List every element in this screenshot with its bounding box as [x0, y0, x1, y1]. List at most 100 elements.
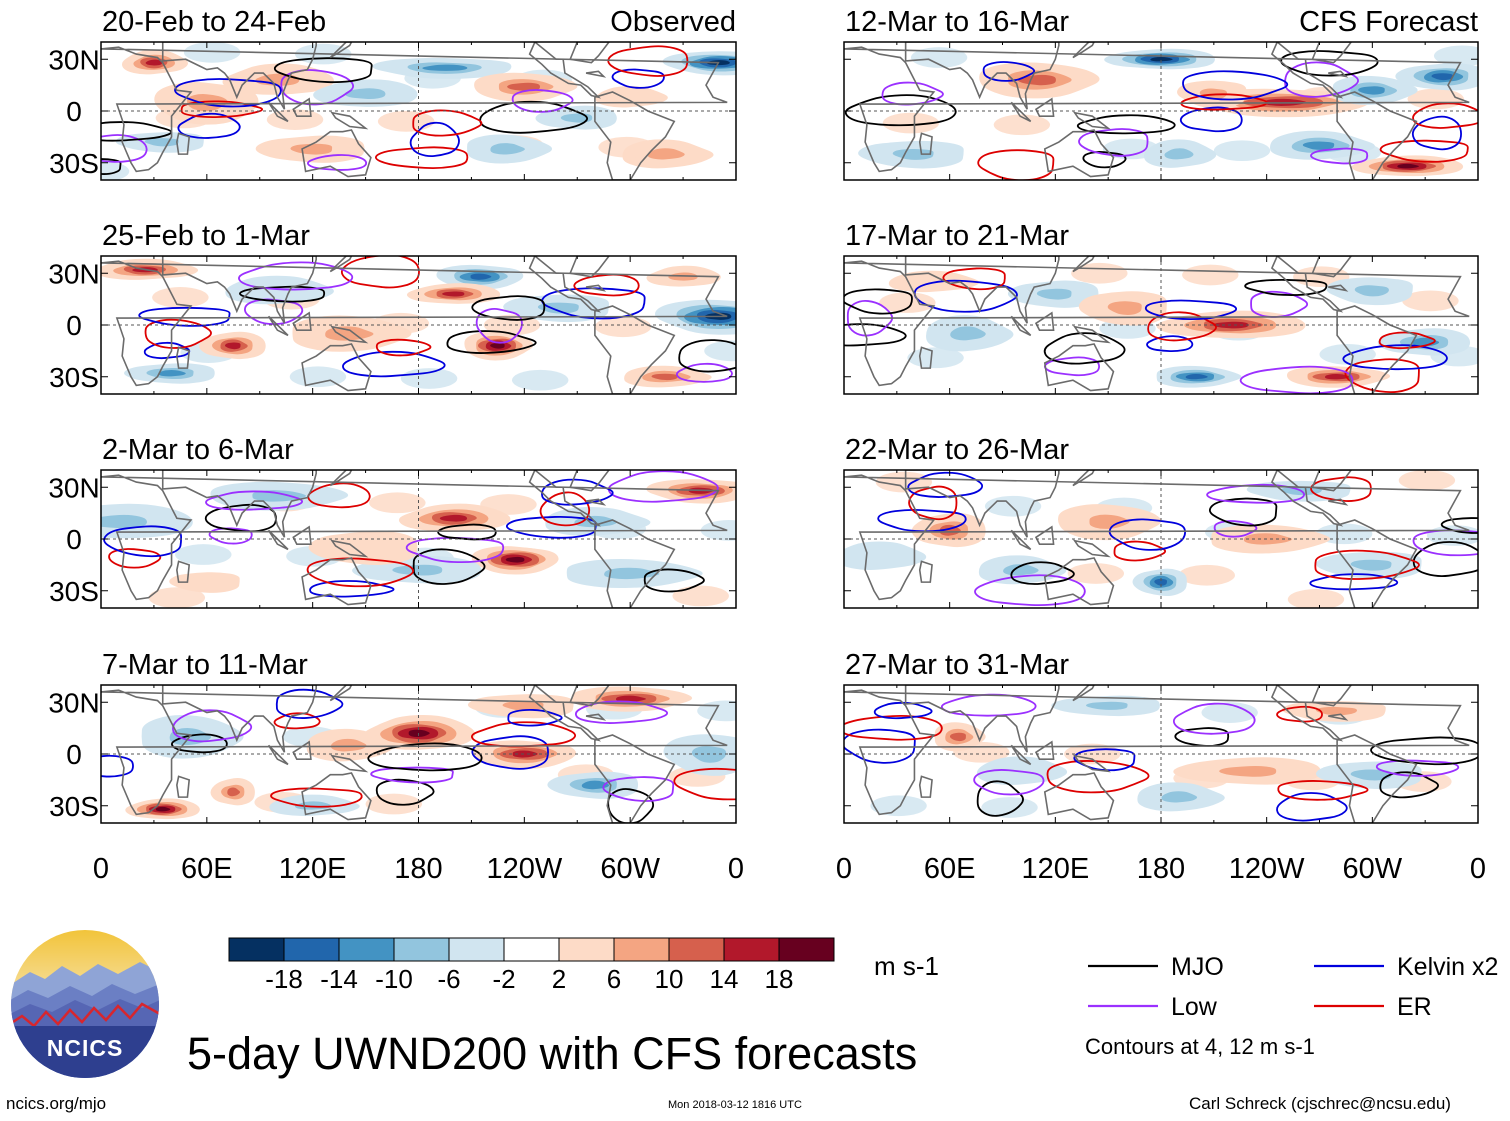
- coastline: [528, 685, 602, 742]
- coastline: [1010, 315, 1032, 337]
- wave-contour: [101, 134, 148, 163]
- anomaly-blob: [502, 701, 544, 711]
- wave-contour: [275, 688, 344, 719]
- wave-contour: [844, 288, 913, 315]
- wave-contour: [144, 318, 212, 349]
- wave-contour: [1310, 476, 1372, 502]
- anomaly-blob: [1201, 702, 1258, 723]
- anomaly-blob: [490, 143, 525, 155]
- anomaly-blob: [906, 276, 955, 289]
- wave-contour: [208, 527, 253, 545]
- coastline: [904, 42, 1060, 110]
- panel-source-label: Observed: [610, 6, 736, 38]
- legend-note: Contours at 4, 12 m s-1: [1085, 1034, 1315, 1059]
- coastline: [844, 46, 1470, 173]
- wave-contour: [1180, 93, 1268, 111]
- coastline: [330, 111, 369, 130]
- wave-contour: [574, 700, 668, 724]
- coastline: [1328, 284, 1349, 292]
- y-tick-label: 30N: [48, 258, 99, 289]
- wave-contour: [204, 503, 277, 533]
- colorbar-swatch: [338, 937, 395, 962]
- legend-label: Kelvin x2: [1397, 953, 1498, 981]
- anomaly-blob: [1354, 285, 1389, 297]
- wave-contour: [607, 45, 689, 77]
- coastline: [330, 754, 369, 773]
- coastline: [844, 260, 1470, 387]
- anomaly-blob: [1402, 290, 1459, 312]
- coastline: [1072, 685, 1095, 702]
- anomaly-blob: [392, 564, 443, 576]
- panel-date-label: 17-Mar to 21-Mar: [845, 220, 1069, 252]
- wave-contour: [678, 339, 736, 373]
- coastline: [585, 713, 607, 721]
- colorbar: -18 -14 -10 -6 -2 2 6 10 14 18 m s-1: [228, 937, 939, 994]
- colorbar-swatch: [558, 937, 615, 962]
- coastline: [1043, 772, 1115, 821]
- coastline: [585, 284, 607, 292]
- wave-contour: [873, 701, 933, 720]
- coastline: [1328, 498, 1349, 506]
- coastline: [1311, 470, 1353, 492]
- colorbar-swatch: [228, 937, 285, 962]
- colorbar-tick-label: -14: [320, 964, 358, 994]
- x-tick-label: 120W: [1229, 853, 1305, 885]
- colorbar-swatch: [668, 937, 725, 962]
- anomaly-blob: [187, 94, 228, 112]
- coastline: [1336, 519, 1418, 608]
- anomaly-blob: [1161, 791, 1198, 803]
- anomaly-blob: [1302, 141, 1335, 150]
- coastline: [1010, 529, 1032, 551]
- anomaly-blob: [1243, 533, 1293, 545]
- anomaly-blob: [1067, 563, 1125, 584]
- wave-contour: [1244, 278, 1328, 296]
- coastline: [1072, 42, 1095, 59]
- wave-contour: [1284, 61, 1359, 98]
- wave-contour: [507, 708, 563, 727]
- anomaly-blob: [408, 729, 430, 738]
- wave-contour: [1076, 114, 1176, 135]
- wave-contour: [1239, 365, 1354, 394]
- wave-contour: [340, 256, 420, 289]
- anomaly-blob: [581, 780, 610, 790]
- anomaly-blob: [152, 287, 209, 308]
- coastline: [844, 474, 1470, 601]
- coastline: [594, 734, 676, 823]
- coastline: [569, 42, 611, 64]
- anomaly-blob: [1164, 148, 1194, 160]
- anomaly-blob: [1219, 765, 1277, 777]
- anomaly-blob: [290, 143, 333, 155]
- x-tick-label: 60E: [924, 853, 976, 885]
- anomaly-blob: [442, 291, 465, 297]
- wave-contour: [1314, 549, 1420, 580]
- x-tick-label: 120E: [1021, 853, 1089, 885]
- coastline: [904, 256, 1060, 324]
- colorbar-swatch: [503, 937, 560, 962]
- wave-contour: [273, 57, 373, 84]
- coastline: [1072, 256, 1095, 273]
- anomaly-blob: [594, 316, 652, 338]
- anomaly-blob: [1433, 45, 1478, 67]
- wave-contour: [1276, 792, 1348, 822]
- wave-contour: [367, 742, 483, 772]
- wave-contour: [1147, 311, 1217, 342]
- anomaly-blob: [981, 797, 1038, 818]
- coastline: [844, 689, 1470, 816]
- colorbar-swatch: [283, 937, 340, 962]
- wave-contour: [409, 121, 460, 158]
- coastline: [1010, 744, 1032, 766]
- wave-contour: [1043, 356, 1100, 377]
- coastline: [329, 42, 353, 59]
- anomaly-blob: [148, 587, 206, 608]
- anomaly-blob: [512, 750, 538, 758]
- coastline: [1034, 97, 1055, 117]
- wave-contour: [602, 776, 675, 802]
- anomaly-blob: [337, 537, 397, 558]
- anomaly-blob: [252, 490, 306, 502]
- x-tick-label: 0: [728, 853, 744, 885]
- anomaly-blob: [344, 88, 386, 100]
- wave-contour: [307, 482, 371, 509]
